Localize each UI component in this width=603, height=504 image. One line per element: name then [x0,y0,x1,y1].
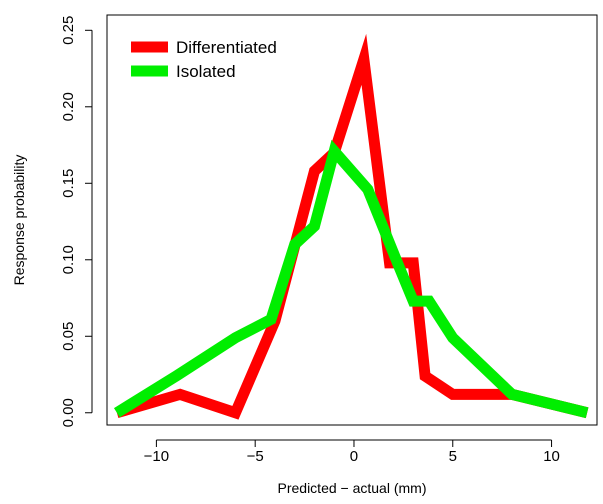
x-axis: −10 −5 0 5 10 [144,439,560,465]
y-axis-title: Response probability [11,155,27,286]
y-tick-label: 0.10 [60,245,77,274]
x-tick-label: −10 [144,448,169,465]
x-tick-label: 0 [350,448,358,465]
x-axis-title: Predicted − actual (mm) [278,480,427,496]
y-axis: 0.00 0.05 0.10 0.15 0.20 0.25 [60,16,93,427]
y-tick-label: 0.15 [60,169,77,198]
x-tick-label: 10 [543,448,560,465]
y-tick-label: 0.05 [60,322,77,351]
legend-label-isolated: Isolated [176,62,236,81]
legend-label-differentiated: Differentiated [176,38,277,57]
y-tick-label: 0.25 [60,16,77,45]
y-tick-label: 0.20 [60,92,77,121]
legend: Differentiated Isolated [131,38,277,81]
x-tick-label: −5 [247,448,264,465]
x-tick-label: 5 [449,448,457,465]
series-line-differentiated [115,33,589,420]
y-tick-label: 0.00 [60,398,77,427]
plot-frame [106,14,598,426]
series-line-isolated [113,139,589,419]
